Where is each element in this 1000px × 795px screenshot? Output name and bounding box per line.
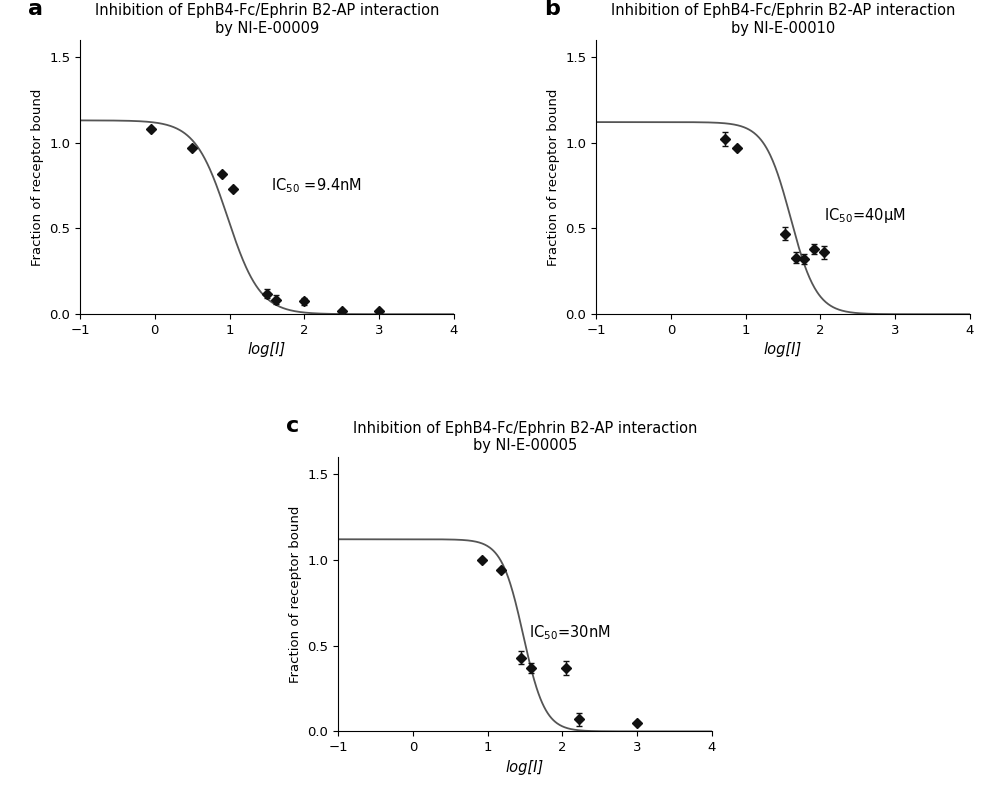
X-axis label: log[I]: log[I]	[764, 343, 802, 358]
Text: b: b	[544, 0, 560, 18]
Text: c: c	[286, 416, 299, 436]
Title: Inhibition of EphB4-Fc/Ephrin B2-AP interaction
by NI-E-00009: Inhibition of EphB4-Fc/Ephrin B2-AP inte…	[95, 3, 439, 36]
Y-axis label: Fraction of receptor bound: Fraction of receptor bound	[31, 88, 44, 266]
Text: IC$_{50}$=40μM: IC$_{50}$=40μM	[824, 206, 906, 225]
X-axis label: log[I]: log[I]	[248, 343, 286, 358]
Text: IC$_{50}$=30nM: IC$_{50}$=30nM	[529, 623, 610, 642]
Y-axis label: Fraction of receptor bound: Fraction of receptor bound	[547, 88, 560, 266]
X-axis label: log[I]: log[I]	[506, 760, 544, 774]
Text: a: a	[28, 0, 43, 18]
Y-axis label: Fraction of receptor bound: Fraction of receptor bound	[289, 506, 302, 683]
Title: Inhibition of EphB4-Fc/Ephrin B2-AP interaction
by NI-E-00005: Inhibition of EphB4-Fc/Ephrin B2-AP inte…	[353, 421, 697, 453]
Text: IC$_{50}$ =9.4nM: IC$_{50}$ =9.4nM	[271, 176, 361, 196]
Title: Inhibition of EphB4-Fc/Ephrin B2-AP interaction
by NI-E-00010: Inhibition of EphB4-Fc/Ephrin B2-AP inte…	[611, 3, 955, 36]
